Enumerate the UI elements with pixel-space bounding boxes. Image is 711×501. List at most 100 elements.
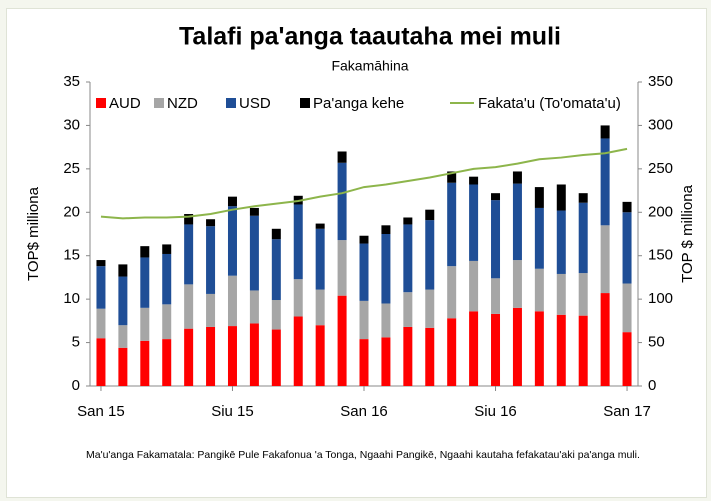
bar-segment — [359, 235, 369, 244]
legend-swatch — [154, 98, 164, 108]
bar-segment — [425, 289, 435, 328]
bar-segment — [534, 187, 544, 208]
bar-segment — [403, 326, 413, 386]
bar-segment — [206, 326, 216, 386]
y2-tick-label: 350 — [648, 73, 673, 90]
bar-segment — [600, 125, 610, 139]
bar-segment — [118, 264, 128, 277]
bar-segment — [271, 329, 281, 386]
y2-tick-label: 200 — [648, 203, 673, 220]
y-tick-label: 20 — [63, 203, 80, 220]
legend-label: Pa'anga kehe — [313, 95, 404, 112]
bar-segment — [447, 318, 457, 386]
bar-segment — [556, 314, 566, 386]
bar-segment — [206, 219, 216, 227]
bar-segment — [425, 220, 435, 290]
bar-segment — [249, 323, 259, 386]
bar-segment — [447, 171, 457, 183]
bar-segment — [271, 300, 281, 330]
bar-segment — [337, 240, 347, 296]
y2-tick-label: 250 — [648, 160, 673, 177]
bar-segment — [337, 162, 347, 241]
y2-tick-label: 0 — [648, 377, 656, 394]
bar-segment — [140, 246, 150, 258]
bar-segment — [622, 201, 632, 213]
bar-segment — [118, 325, 128, 348]
line-series — [100, 147, 628, 220]
bar-segment — [271, 239, 281, 301]
x-tick-label: Siu 15 — [211, 403, 254, 420]
y-tick-label: 0 — [72, 377, 80, 394]
bar-segment — [293, 204, 303, 280]
bar-segment — [249, 215, 259, 291]
bar-segment — [184, 284, 194, 329]
bar-segment — [469, 176, 479, 185]
bar-segment — [512, 183, 522, 261]
bar-segment — [96, 266, 106, 309]
y2-axis-label: TOP $ milliona — [679, 184, 696, 282]
bar-segment — [249, 207, 259, 216]
bar-segment — [140, 340, 150, 386]
bar-segment — [556, 273, 566, 315]
chart-frame — [6, 8, 707, 498]
bar-segment — [534, 311, 544, 386]
y-tick-label: 35 — [63, 73, 80, 90]
bar-segment — [206, 293, 216, 327]
y2-tick-label: 50 — [648, 334, 665, 351]
bar-segment — [534, 268, 544, 312]
chart-subtitle: Fakamāhina — [331, 58, 408, 74]
x-tick-label: San 16 — [340, 403, 388, 420]
bar-segment — [447, 182, 457, 267]
bar-segment — [600, 225, 610, 294]
y-tick-label: 15 — [63, 247, 80, 264]
bar-segment — [162, 244, 172, 254]
legend-label: USD — [239, 95, 271, 112]
bar-segment — [227, 196, 237, 207]
legend-label: AUD — [109, 95, 141, 112]
bar-segment — [140, 257, 150, 308]
bar-segment — [491, 200, 501, 279]
bar-segment — [578, 202, 588, 274]
bar-segment — [469, 260, 479, 312]
bar-segment — [512, 171, 522, 184]
bar-segment — [447, 266, 457, 319]
bar-segment — [96, 338, 106, 386]
bar-segment — [227, 275, 237, 327]
legend-swatch — [96, 98, 106, 108]
bar-segment — [491, 278, 501, 314]
bar-segment — [512, 260, 522, 308]
bar-segment — [184, 224, 194, 285]
y2-tick-label: 300 — [648, 116, 673, 133]
bar-segment — [96, 260, 106, 267]
bar-segment — [118, 347, 128, 386]
bar-segment — [556, 184, 566, 211]
bar-segment — [206, 226, 216, 294]
bar-segment — [578, 193, 588, 203]
bar-segment — [359, 243, 369, 301]
bar-segment — [315, 289, 325, 326]
y-tick-label: 5 — [72, 334, 80, 351]
y-tick-label: 10 — [63, 290, 80, 307]
y2-tick-label: 150 — [648, 247, 673, 264]
bar-segment — [227, 206, 237, 276]
bar-segment — [162, 304, 172, 340]
bar-segment — [249, 290, 259, 324]
bar-segment — [118, 276, 128, 326]
bar-segment — [315, 228, 325, 290]
bar-segment — [425, 209, 435, 221]
bar-segment — [184, 214, 194, 225]
bar-segment — [227, 326, 237, 386]
chart-title: Talafi pa'anga taautaha mei muli — [179, 23, 561, 51]
bar-segment — [315, 223, 325, 229]
bar-segment — [271, 228, 281, 240]
bar-segment — [491, 313, 501, 386]
legend-label: NZD — [167, 95, 198, 112]
bar-segment — [403, 217, 413, 225]
y-tick-label: 25 — [63, 160, 80, 177]
bar-segment — [184, 328, 194, 386]
bar-segment — [622, 283, 632, 333]
bar-segment — [578, 273, 588, 316]
y2-tick-label: 100 — [648, 290, 673, 307]
y-tick-label: 30 — [63, 116, 80, 133]
